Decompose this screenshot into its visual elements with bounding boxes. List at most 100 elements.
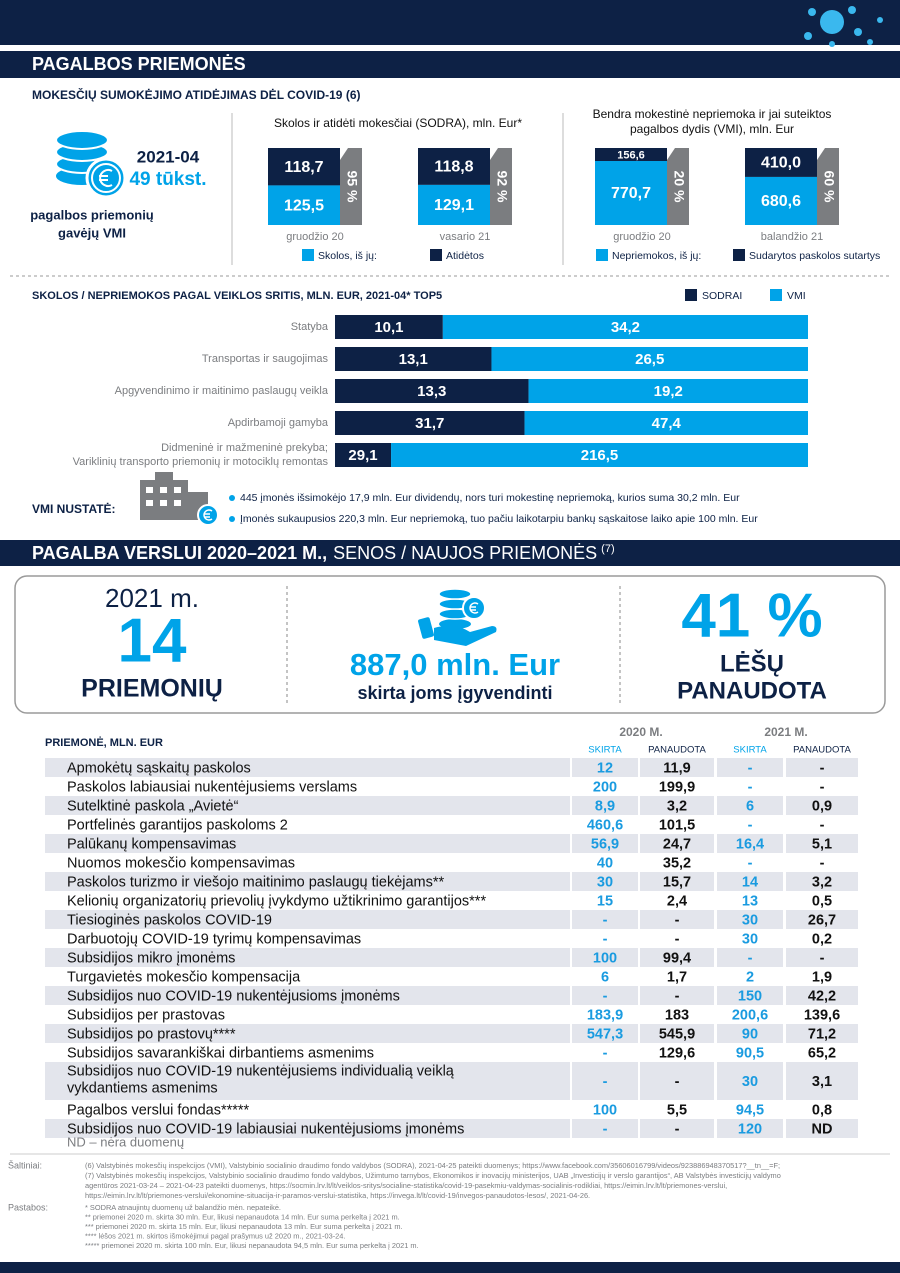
row-label: Subsidijos mikro įmonėms <box>67 950 235 966</box>
table-cell: 94,5 <box>736 1102 764 1118</box>
row-bg <box>45 796 570 815</box>
legend-label: Atidėtos <box>446 250 484 262</box>
row-bg <box>640 796 714 815</box>
summary-share: 41 % <box>681 581 822 650</box>
table-cell: 0,2 <box>812 931 832 947</box>
footer-label: Pastabos: <box>8 1202 48 1212</box>
bar-segment <box>745 176 817 225</box>
table-note: ND – nėra duomenų <box>67 1134 184 1149</box>
row-bg <box>717 910 783 929</box>
category-label: Variklinių transporto priemonių ir motoc… <box>73 456 329 468</box>
legend-swatch <box>770 289 782 301</box>
bottom-band <box>0 1262 900 1273</box>
row-bg <box>572 872 638 891</box>
row-label: Subsidijos nuo COVID-19 nukentėjusiems i… <box>67 1063 455 1079</box>
table-cell: ND <box>812 1121 833 1137</box>
table-cell: - <box>820 817 825 833</box>
legend-label: Skolos, iš jų: <box>318 250 377 262</box>
summary-amount-label: skirta joms įgyvendinti <box>357 683 552 703</box>
bar-segment <box>528 379 808 403</box>
footer-line: **** lėšos 2021 m. skirtos išmokėjimui p… <box>85 1231 345 1240</box>
table-cell: 2 <box>746 969 754 985</box>
value-label: 680,6 <box>761 193 801 210</box>
bar-segment <box>391 443 808 467</box>
row-bg <box>640 1062 714 1100</box>
row-bg <box>572 948 638 967</box>
table-cell: 90 <box>742 1026 758 1042</box>
row-bg <box>572 834 638 853</box>
row-bg <box>786 1119 858 1138</box>
row-bg <box>717 986 783 1005</box>
bullet <box>229 495 235 501</box>
bar-segment <box>335 443 392 467</box>
table-cell: 30 <box>742 912 758 928</box>
coin-icon <box>55 130 127 199</box>
recipients-date: 2021-04 <box>137 147 200 166</box>
table-cell: - <box>748 817 753 833</box>
row-bg <box>640 1119 714 1138</box>
row-label: Subsidijos nuo COVID-19 nukentėjusioms į… <box>67 988 400 1004</box>
bar-segment <box>491 347 808 371</box>
row-bg <box>640 834 714 853</box>
bar-segment <box>524 411 808 435</box>
row-bg <box>717 872 783 891</box>
footer-line: agentūros 2021-03-24 – 2021-04-23 pateik… <box>85 1181 727 1190</box>
table-cell: 30 <box>597 874 613 890</box>
footer-line: * SODRA atnaujintų duomenų už balandžio … <box>85 1203 281 1212</box>
table-cell: 139,6 <box>804 1007 840 1023</box>
footer-label: Šaltiniai: <box>8 1160 42 1170</box>
value-label: 47,4 <box>652 415 682 432</box>
table-cell: 65,2 <box>808 1045 836 1061</box>
footer-line: https://eimin.lrv.lt/lt/priemones-verslu… <box>85 1191 590 1200</box>
row-bg <box>786 986 858 1005</box>
table-cell: 129,6 <box>659 1045 695 1061</box>
section-bar <box>0 540 900 566</box>
legend-swatch <box>430 249 442 261</box>
row-bg <box>786 948 858 967</box>
table-cell: - <box>675 931 680 947</box>
row-bg <box>45 910 570 929</box>
table-cell: 101,5 <box>659 817 695 833</box>
category-label: Apgyvendinimo ir maitinimo paslaugų veik… <box>115 385 329 397</box>
section-title: PAGALBOS PRIEMONĖS <box>32 54 246 74</box>
year-label: 2020 M. <box>619 725 662 739</box>
table-cell: 15,7 <box>663 874 691 890</box>
row-bg <box>717 1119 783 1138</box>
table-cell: 3,2 <box>667 798 687 814</box>
value-label: 31,7 <box>415 415 444 432</box>
row-label: Pagalbos verslui fondas***** <box>67 1102 250 1118</box>
row-bg <box>717 948 783 967</box>
share-label: 20 % <box>671 171 687 203</box>
row-bg <box>786 758 858 777</box>
row-bg <box>572 1119 638 1138</box>
table-cell: - <box>675 912 680 928</box>
share-box <box>817 148 839 225</box>
table-cell: - <box>675 1074 680 1090</box>
table-cell: 460,6 <box>587 817 623 833</box>
row-label: Subsidijos savarankiškai dirbantiems asm… <box>67 1045 374 1061</box>
value-label: 125,5 <box>284 197 324 214</box>
table-cell: - <box>748 950 753 966</box>
table-cell: 547,3 <box>587 1026 623 1042</box>
row-label: Turgavietės mokesčio kompensacija <box>67 969 301 985</box>
table-cell: 15 <box>597 893 613 909</box>
table-cell: 40 <box>597 855 613 871</box>
category-label: Transportas ir saugojimas <box>202 353 329 365</box>
table-cell: - <box>603 1121 608 1137</box>
table-cell: 6 <box>746 798 754 814</box>
row-bg <box>786 910 858 929</box>
table-cell: 8,9 <box>595 798 615 814</box>
value-label: 26,5 <box>635 351 664 368</box>
row-label: Subsidijos po prastovų**** <box>67 1026 236 1042</box>
table-cell: 30 <box>742 1074 758 1090</box>
row-bg <box>717 1062 783 1100</box>
row-bg <box>786 1062 858 1100</box>
table-cell: 42,2 <box>808 988 836 1004</box>
table-cell: - <box>603 912 608 928</box>
bar-segment <box>335 347 492 371</box>
summary-count-label: PRIEMONIŲ <box>81 675 223 703</box>
legend-label: SODRAI <box>702 290 742 302</box>
column-label: SKIRTA <box>588 745 622 756</box>
row-label: Nuomos mokesčio kompensavimas <box>67 855 295 871</box>
